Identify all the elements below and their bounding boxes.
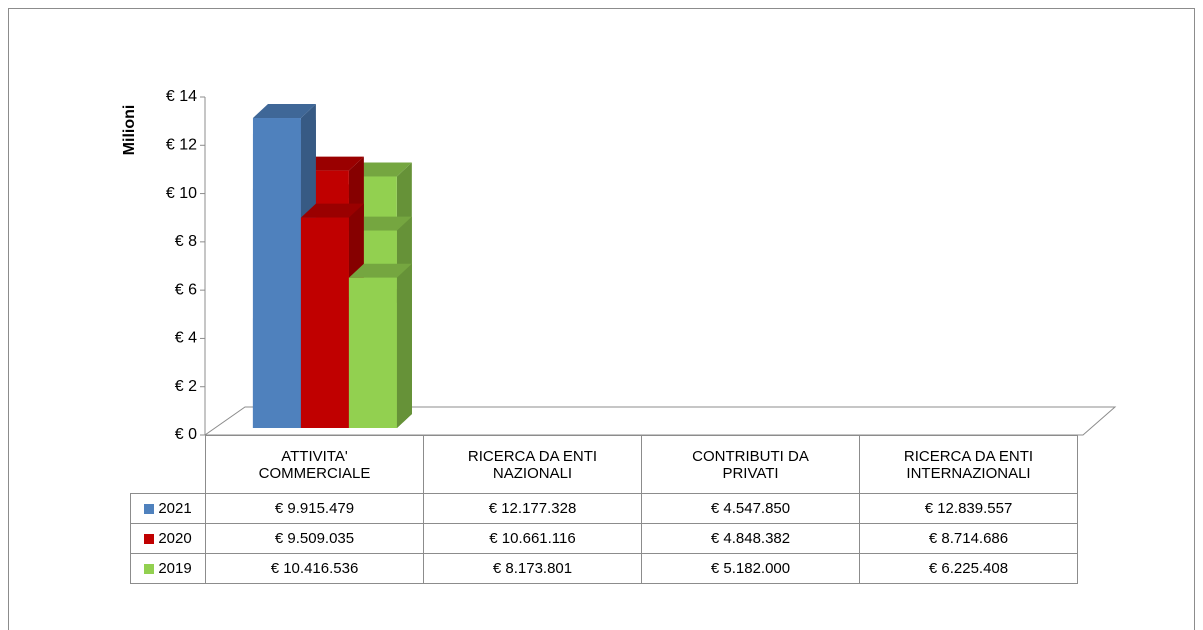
table-value-text: € 4.547.850	[710, 500, 791, 517]
legend-entry: 2019	[130, 553, 206, 584]
y-tick-label: € 6	[175, 281, 197, 298]
y-tick-label: € 4	[175, 330, 197, 347]
category-label-text: ATTIVITA' COMMERCIALE	[258, 447, 371, 482]
y-axis-label: Milioni	[121, 105, 138, 156]
table-value: € 8.714.686	[859, 523, 1078, 554]
table-value-text: € 4.848.382	[710, 530, 791, 547]
bar-top	[348, 263, 412, 278]
bar	[300, 217, 349, 428]
category-label: RICERCA DA ENTI NAZIONALI	[423, 435, 642, 494]
category-label: CONTRIBUTI DA PRIVATI	[641, 435, 860, 494]
bar-top	[348, 216, 412, 231]
table-value-text: € 10.416.536	[270, 560, 359, 577]
category-label-text: RICERCA DA ENTI NAZIONALI	[467, 447, 598, 482]
category-label-text: RICERCA DA ENTI INTERNAZIONALI	[903, 447, 1034, 482]
y-tick-label: € 8	[175, 233, 197, 250]
bar-side	[396, 263, 412, 428]
table-value: € 9.915.479	[205, 493, 424, 524]
table-value: € 12.177.328	[423, 493, 642, 524]
table-value-text: € 12.839.557	[924, 500, 1013, 517]
bar-top	[300, 203, 364, 218]
bar	[252, 118, 301, 428]
legend-key	[144, 503, 155, 514]
table-value: € 9.509.035	[205, 523, 424, 554]
table-value-text: € 6.225.408	[928, 560, 1009, 577]
category-label: RICERCA DA ENTI INTERNAZIONALI	[859, 435, 1078, 494]
table-value: € 10.661.116	[423, 523, 642, 554]
table-value-text: € 8.714.686	[928, 530, 1009, 547]
table-value: € 8.173.801	[423, 553, 642, 584]
bar	[348, 277, 397, 428]
category-label-text: CONTRIBUTI DA PRIVATI	[692, 447, 809, 482]
table-value-text: € 12.177.328	[488, 500, 577, 517]
table-value-text: € 5.182.000	[710, 560, 791, 577]
legend-label: 2019	[158, 560, 192, 577]
legend-label: 2020	[158, 530, 192, 547]
bar-top	[300, 156, 364, 171]
table-value-text: € 10.661.116	[489, 530, 576, 547]
table-value: € 4.848.382	[641, 523, 860, 554]
bar-top	[348, 162, 412, 177]
table-value: € 10.416.536	[205, 553, 424, 584]
category-label: ATTIVITA' COMMERCIALE	[205, 435, 424, 494]
chart-frame	[8, 8, 1195, 630]
table-value-text: € 9.509.035	[274, 530, 355, 547]
bar-top	[252, 104, 316, 119]
table-value: € 4.547.850	[641, 493, 860, 524]
legend-label: 2021	[158, 500, 192, 517]
y-tick-label: € 14	[166, 88, 197, 105]
table-value-text: € 9.915.479	[274, 500, 355, 517]
table-value: € 12.839.557	[859, 493, 1078, 524]
legend-entry: 2020	[130, 523, 206, 554]
y-tick-label: € 0	[175, 426, 197, 443]
legend-key	[144, 563, 155, 574]
table-value: € 6.225.408	[859, 553, 1078, 584]
legend-entry: 2021	[130, 493, 206, 524]
y-tick-label: € 10	[166, 185, 197, 202]
y-tick-label: € 2	[175, 378, 197, 395]
y-tick-label: € 12	[166, 137, 197, 154]
table-value: € 5.182.000	[641, 553, 860, 584]
legend-key	[144, 533, 155, 544]
table-value-text: € 8.173.801	[492, 560, 573, 577]
